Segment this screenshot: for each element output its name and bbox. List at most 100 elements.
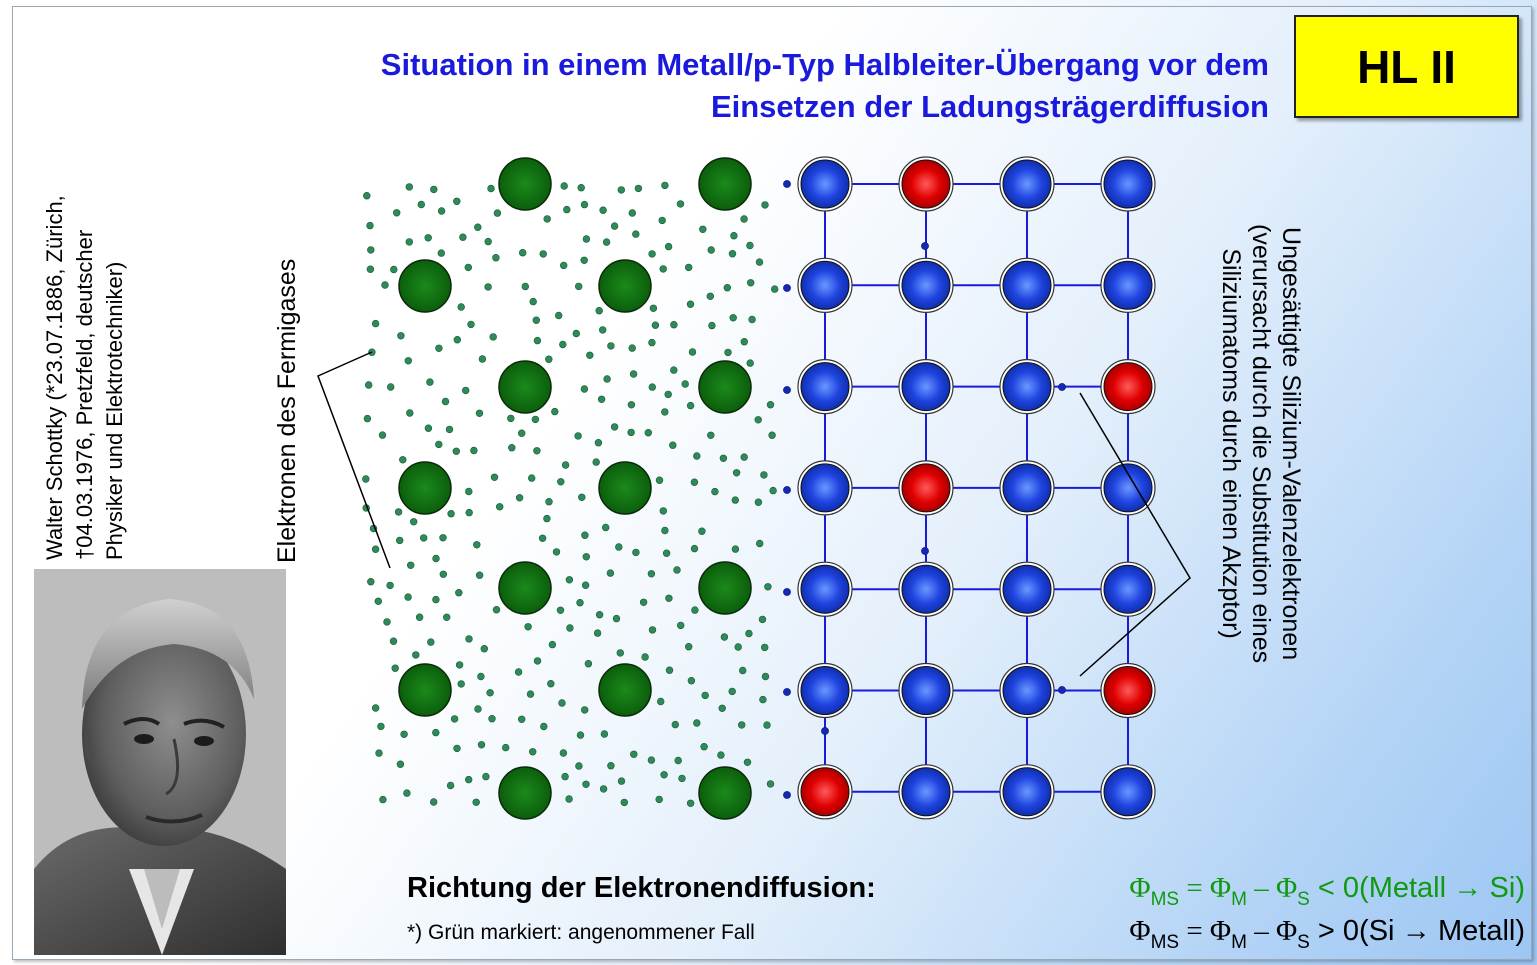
fermi-electron [707, 246, 715, 254]
silicon-atom [1002, 564, 1052, 614]
fermi-electron [676, 621, 685, 630]
fermi-electron [446, 781, 455, 790]
fermi-electron [748, 315, 756, 324]
silicon-atom [901, 260, 951, 310]
equation-metal-to-si: ΦMS = ΦM – ΦS < 0(Metall → Si) [1129, 872, 1525, 911]
metal-ion [498, 360, 552, 414]
fermi-electron [391, 664, 399, 672]
fermi-electron [492, 254, 500, 262]
fermi-electron [738, 666, 747, 675]
fermi-electron [760, 471, 768, 479]
fermi-electron [543, 514, 551, 523]
label-pointer-lines [317, 351, 1191, 677]
fermi-electron [586, 351, 594, 359]
fermi-electron [489, 333, 497, 341]
fermi-electron [734, 643, 742, 651]
fermi-electron [404, 593, 412, 601]
fermi-electron [655, 476, 664, 484]
fermi-electron [437, 207, 446, 215]
fermi-electron [678, 774, 686, 783]
valence-electron [783, 486, 791, 494]
acceptor-atom [800, 767, 850, 817]
fermi-electron [582, 553, 590, 561]
fermi-electron [478, 355, 487, 363]
fermi-electron [439, 534, 447, 542]
fermi-electron [488, 714, 496, 723]
fermi-electron [662, 549, 671, 557]
fermi-electron [693, 452, 701, 460]
fermi-electron [763, 721, 771, 729]
fermi-electron [603, 375, 611, 383]
fermi-electron [464, 263, 472, 272]
fermi-electron [543, 215, 551, 223]
fermi-electron [548, 640, 557, 649]
fermi-electron [492, 605, 501, 614]
fermi-electron [644, 429, 652, 437]
fermi-electron [699, 225, 707, 234]
fermi-electron [731, 496, 739, 504]
fermi-electron [723, 284, 731, 292]
fermi-electron [627, 401, 636, 409]
fermi-electron [407, 561, 415, 569]
fermi-electron [761, 201, 769, 209]
metal-ion [598, 461, 652, 515]
slide-title: Situation in einem Metall/p-Typ Halbleit… [169, 44, 1269, 128]
metal-ion [498, 766, 552, 820]
fermi-electron [665, 666, 674, 674]
eq1-sub-s: S [1297, 889, 1310, 910]
fermi-electron [367, 246, 375, 254]
fermi-electron [580, 256, 588, 264]
fermi-electron [686, 401, 695, 410]
fermi-electron [656, 697, 665, 706]
metal-ion [498, 157, 552, 211]
fermi-electron [684, 642, 693, 651]
fermi-electron [441, 397, 450, 406]
fermi-electron [482, 772, 490, 781]
fermi-electron [486, 689, 494, 697]
fermi-electron [365, 381, 373, 389]
fermi-electron [465, 775, 473, 784]
fermi-electron [538, 534, 547, 542]
silicon-atom [1002, 159, 1052, 209]
fermi-electron [610, 222, 619, 230]
fermi-electron [740, 215, 748, 223]
fermi-electron [584, 659, 593, 668]
fermi-electron [670, 366, 678, 374]
fermi-electron [366, 265, 375, 273]
fermi-electron [681, 380, 689, 388]
fermi-electron [508, 444, 516, 452]
fermi-electron [598, 326, 607, 334]
silicon-atom [1002, 666, 1052, 715]
valence-electron [783, 688, 791, 696]
metal-ion [598, 663, 652, 717]
fermi-electron [457, 303, 465, 311]
silicon-atom [1103, 159, 1153, 209]
equation-si-to-metal: ΦMS = ΦM – ΦS > 0(Si → Metall) [1129, 915, 1525, 954]
eq1-arrow-icon: → [1453, 872, 1483, 904]
si-pointer-line [1079, 392, 1191, 677]
fermi-electron [477, 741, 486, 749]
fermi-electron [363, 192, 371, 200]
diffusion-direction-heading: Richtung der Elektronendiffusion: [407, 872, 876, 904]
fermi-electron [383, 618, 391, 626]
valence-electron [1058, 383, 1066, 391]
metal-ion [698, 360, 752, 414]
fermi-electron [641, 653, 649, 661]
fermi-electron [732, 469, 741, 477]
fermi-electron [443, 613, 451, 621]
fermi-electrons [362, 181, 779, 807]
silicon-atom [1002, 463, 1052, 513]
metal-ion [698, 561, 752, 615]
silicon-atom [800, 564, 850, 614]
metal-ion [398, 663, 452, 717]
fermi-electron [378, 431, 387, 439]
fermi-electron [561, 461, 570, 469]
fermi-electron [615, 543, 623, 551]
fermi-pointer-line [317, 351, 391, 569]
fermi-electron [517, 715, 526, 723]
fermi-electron [740, 453, 748, 461]
fermi-electron [467, 320, 475, 329]
fermi-electron [629, 370, 638, 378]
eq2-phi-s: Φ [1275, 915, 1298, 947]
fermi-electron [430, 185, 438, 194]
